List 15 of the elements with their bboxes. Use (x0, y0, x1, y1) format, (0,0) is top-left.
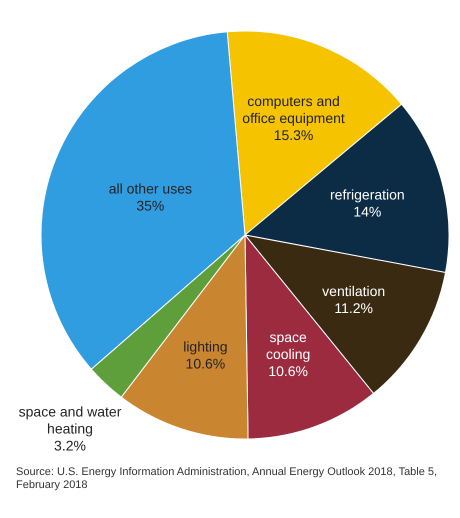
data-label: 15.3% (274, 127, 314, 144)
data-label: 14% (353, 204, 382, 220)
slice-label: computers and office equipment (242, 93, 345, 126)
slice-label: space and water heating (18, 404, 122, 437)
data-label: 35% (136, 197, 164, 214)
data-label: 3.2% (54, 438, 86, 454)
source-note: Source: U.S. Energy Information Administration, Annual Energy Outlook 2018, Table 5, February 2018 (15, 466, 438, 492)
data-label: 10.6% (268, 362, 308, 379)
slice-label: all other uses (108, 180, 192, 196)
slice-label: ventilation (322, 283, 386, 300)
data-label: 11.2% (334, 300, 374, 316)
slice-label: refrigeration (330, 186, 405, 203)
slice-label: space cooling (266, 328, 310, 362)
data-label: 10.6% (186, 356, 226, 372)
slice-label: lighting (183, 338, 228, 355)
